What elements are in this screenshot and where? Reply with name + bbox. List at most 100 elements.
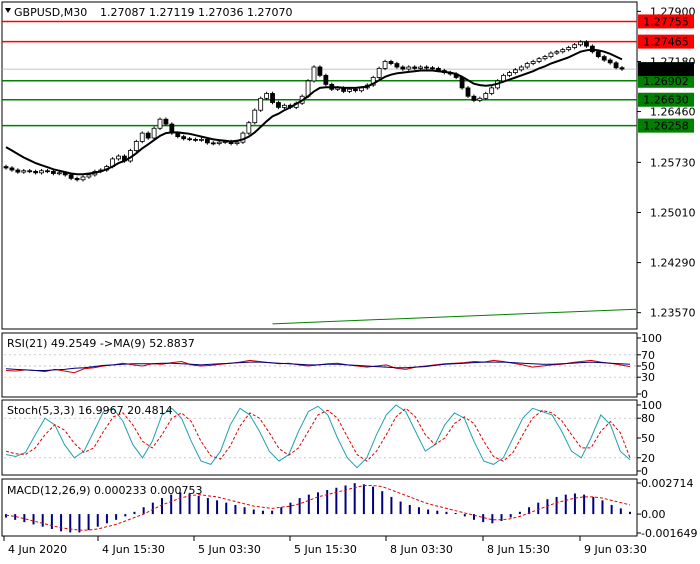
axis-tick-label: 0.00 (641, 508, 666, 521)
time-tick-label: 8 Jun 15:30 (487, 543, 550, 556)
axis-tick-label: 0.002714 (641, 477, 694, 490)
candle-bull (518, 66, 524, 71)
current-price-label: 1.27070 (643, 63, 689, 76)
candle-bull (264, 93, 270, 99)
candles-layer (3, 40, 625, 182)
chevron-down-icon (5, 8, 11, 13)
price-axis: 1.279001.271801.264601.257301.250101.242… (637, 5, 696, 320)
candle-bull (56, 172, 62, 175)
candle-bear (619, 67, 625, 70)
candle-bear (388, 61, 394, 64)
candle-bear (459, 77, 465, 89)
axis-tick-label: 50 (641, 432, 655, 445)
candle-bull (418, 66, 424, 69)
axis-tick-label: 80 (641, 412, 655, 425)
axis-tick-label: 0 (641, 388, 648, 401)
candle-bear (15, 169, 21, 173)
candle-bull (536, 58, 542, 62)
price-tick-label: 1.26460 (650, 106, 696, 119)
candle-bear (323, 74, 329, 85)
time-tick-label: 4 Jun 15:30 (102, 543, 165, 556)
price-quotes: 1.27087 1.27119 1.27036 1.27070 (100, 6, 292, 19)
candle-bear (424, 66, 429, 69)
candle-bull (234, 141, 240, 144)
level-price-label: 1.27465 (643, 36, 689, 49)
candle-bull (376, 68, 382, 78)
moving-average-line (5, 48, 623, 176)
candle-bull (281, 104, 287, 108)
candle-bear (204, 139, 210, 144)
candle-bear (394, 63, 400, 68)
level-price-label: 1.26630 (643, 94, 689, 107)
rsi-lines-layer (5, 359, 631, 374)
moving-average-layer (5, 48, 623, 176)
price-tick-label: 1.25010 (650, 206, 696, 219)
axis-tick-label: 30 (641, 371, 655, 384)
candle-bear (471, 95, 477, 101)
level-price-label: 1.26902 (643, 75, 689, 88)
level-price-label: 1.26258 (643, 120, 689, 133)
level-price-box (638, 92, 694, 107)
candle-bull (370, 77, 376, 86)
time-tick-label: 4 Jun 2020 (8, 543, 67, 556)
candle-bull (258, 97, 264, 111)
candle-bull (139, 132, 145, 142)
candle-bull (116, 155, 121, 160)
price-tick-label: 1.24290 (650, 257, 696, 270)
candle-bear (317, 66, 323, 76)
candle-bear (613, 62, 619, 69)
candle-bull (512, 69, 518, 73)
candle-bull (39, 170, 44, 174)
stoch-levels (4, 417, 636, 459)
axis-tick-label: 20 (641, 452, 655, 465)
macd-signal-layer (5, 485, 631, 531)
candle-bear (276, 102, 281, 108)
candle-bull (542, 56, 548, 60)
level-price-box (638, 118, 694, 133)
candle-bull (86, 174, 92, 178)
macd-signal-line (5, 485, 631, 531)
stoch-main-line (5, 404, 631, 469)
price-tick-label: 1.25730 (650, 156, 696, 169)
time-tick-label: 5 Jun 03:30 (198, 543, 261, 556)
candle-bear (601, 56, 607, 61)
time-tick-label: 5 Jun 15:30 (294, 543, 357, 556)
candle-bull (489, 87, 495, 94)
time-axis: 4 Jun 2020 4 Jun 15:30 5 Jun 03:30 5 Jun 15… (3, 536, 647, 556)
candle-bull (151, 127, 157, 139)
price-tick-label: 1.23570 (650, 307, 696, 320)
price-pane-frame (1, 1, 638, 330)
green-trendline (272, 308, 637, 325)
candle-bear (50, 171, 56, 174)
candle-bear (187, 138, 193, 141)
level-price-box (638, 34, 694, 49)
axis-tick-label: 50 (641, 360, 655, 373)
price-title: GBPUSD,M30 (14, 6, 87, 19)
candle-bear (145, 132, 151, 139)
candle-bull (507, 72, 512, 76)
rsi-ma-line (5, 361, 631, 371)
candle-bull (530, 61, 536, 64)
candle-bull (157, 118, 163, 129)
axis-tick-label: 0 (641, 465, 648, 478)
candle-bull (572, 44, 578, 48)
axis-tick-label: -0.001649 (641, 527, 697, 540)
level-price-box (638, 73, 694, 88)
candle-bear (595, 51, 601, 57)
candle-bull (483, 93, 489, 99)
candle-bear (74, 177, 80, 181)
candle-bull (548, 52, 554, 57)
stoch-signal-line (5, 407, 631, 462)
candle-bear (9, 167, 15, 171)
candle-bear (163, 118, 169, 125)
candle-bull (252, 109, 258, 124)
candle-bear (270, 93, 275, 103)
axis-tick-label: 70 (641, 349, 655, 362)
candle-bear (45, 170, 50, 173)
candle-bear (412, 66, 418, 69)
axis-tick-label: 100 (641, 332, 662, 345)
macd-axis: 0.002714 0.00 -0.001649 (637, 477, 697, 540)
